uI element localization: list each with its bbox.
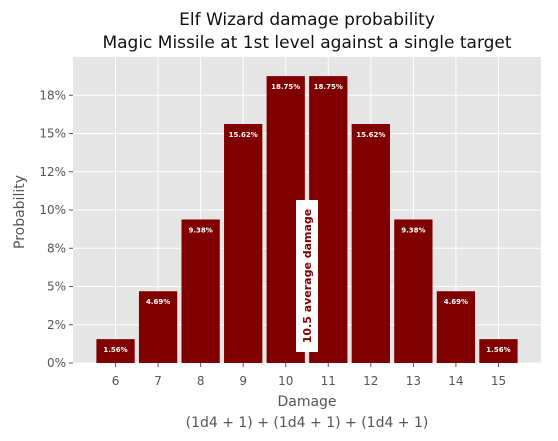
bar: [224, 124, 263, 363]
bar-data-label: 1.56%: [103, 346, 127, 354]
y-axis-label: Probability: [12, 175, 28, 249]
y-tick-label: 0%: [47, 356, 66, 370]
chart-title: Elf Wizard damage probability: [179, 10, 435, 30]
bar-data-label: 1.56%: [486, 346, 510, 354]
bar: [479, 339, 518, 363]
y-tick-label: 10%: [39, 203, 66, 217]
bar-data-label: 4.69%: [444, 298, 468, 306]
y-tick-label: 18%: [39, 88, 66, 102]
bar-data-labels: 1.56% 4.69% 9.38% 15.62% 18.75% 18.75% 15.62% 9…: [103, 83, 510, 354]
bar-data-label: 9.38%: [188, 226, 212, 234]
y-axis-ticks: 0% 2% 5% 8% 10% 12% 15% 18%: [39, 88, 73, 370]
bars: [96, 76, 518, 363]
average-annotation-label: 10.5 average damage: [301, 209, 314, 344]
x-tick-label: 8: [197, 374, 205, 388]
x-tick-label: 14: [448, 374, 463, 388]
x-tick-label: 7: [154, 374, 162, 388]
y-tick-label: 8%: [47, 241, 66, 255]
x-tick-label: 13: [406, 374, 421, 388]
bar: [138, 291, 178, 363]
x-tick-label: 9: [239, 374, 247, 388]
bar: [181, 219, 220, 363]
x-tick-label: 10: [278, 374, 293, 388]
x-tick-label: 12: [363, 374, 378, 388]
average-annotation-box: [296, 200, 318, 352]
bar: [394, 219, 433, 363]
x-tick-label: 6: [112, 374, 120, 388]
bar-data-label: 15.62%: [356, 131, 385, 139]
bar-data-label: 4.69%: [146, 298, 170, 306]
y-tick-label: 12%: [39, 165, 66, 179]
x-axis-ticks: 6 7 8 9 10 11 12 13 14 15: [112, 363, 506, 388]
bar: [96, 339, 135, 363]
bar-data-label: 15.62%: [229, 131, 258, 139]
x-tick-label: 15: [491, 374, 506, 388]
x-axis-label: Damage: [277, 394, 336, 410]
y-tick-label: 2%: [47, 318, 66, 332]
y-tick-label: 15%: [39, 127, 66, 141]
bar-data-label: 9.38%: [401, 226, 425, 234]
bar: [436, 291, 476, 363]
average-annotation: 10.5 average damage: [296, 200, 318, 352]
bar: [351, 124, 390, 363]
y-tick-label: 5%: [47, 280, 66, 294]
bar-data-label: 18.75%: [271, 83, 300, 91]
bar-data-label: 18.75%: [314, 83, 343, 91]
x-axis-label-formula: (1d4 + 1) + (1d4 + 1) + (1d4 + 1): [186, 415, 429, 431]
x-tick-label: 11: [321, 374, 336, 388]
chart-subtitle: Magic Missile at 1st level against a sin…: [102, 33, 511, 53]
